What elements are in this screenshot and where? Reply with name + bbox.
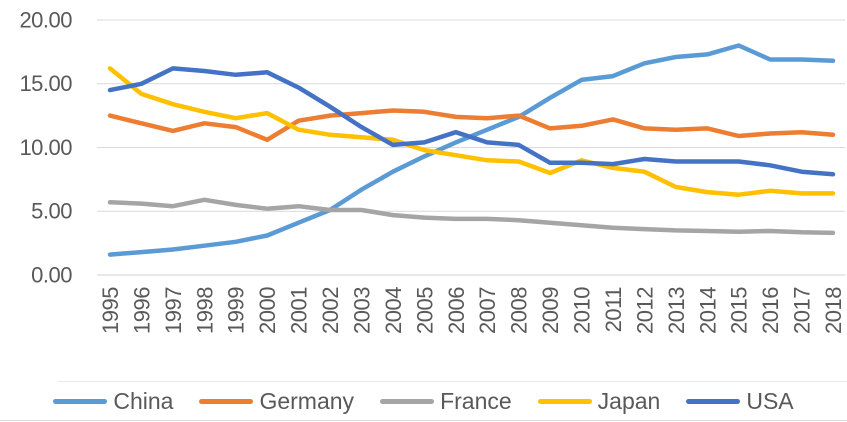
x-tick-label: 2000 (255, 287, 280, 334)
series-line-china[interactable] (107, 43, 836, 257)
legend-item-germany[interactable]: Germany (199, 390, 354, 413)
legend-label: France (440, 388, 512, 414)
legend-swatch-usa (686, 399, 741, 404)
legend-label: China (113, 388, 174, 414)
x-tick-label: 2014 (695, 287, 720, 334)
x-tick-label: 1997 (161, 287, 186, 334)
x-tick-label: 2013 (664, 287, 689, 334)
x-tick-label: 1998 (192, 287, 217, 334)
x-tick-label: 2003 (349, 287, 374, 334)
legend-label: Japan (597, 388, 661, 414)
legend-item-china[interactable]: China (53, 390, 173, 413)
x-tick-label: 1996 (129, 287, 154, 334)
x-tick-label: 2018 (821, 287, 846, 334)
x-tick-label: 2005 (412, 287, 437, 334)
x-tick-label: 2009 (538, 287, 563, 334)
series-line-japan[interactable] (107, 66, 836, 197)
x-tick-label: 2004 (381, 287, 406, 334)
legend-item-usa[interactable]: USA (686, 388, 794, 414)
series-line-france[interactable] (107, 197, 836, 236)
x-tick-label: 2017 (790, 287, 815, 334)
y-tick-label: 5.00 (31, 199, 72, 224)
x-tick-label: 1999 (224, 287, 249, 334)
legend-swatch-germany (199, 399, 254, 404)
legend-item-japan[interactable]: Japan (537, 388, 661, 414)
y-tick-label: 0.00 (31, 262, 72, 287)
legend-item-france[interactable]: France (380, 390, 512, 413)
x-tick-label: 2006 (444, 287, 469, 334)
legend-swatch-japan (537, 399, 592, 404)
x-tick-label: 2002 (318, 287, 343, 334)
x-tick-label: 2010 (570, 287, 595, 334)
legend: China Germany France Japan USA (0, 390, 847, 413)
y-tick-label: 15.00 (19, 71, 72, 96)
series-line-germany[interactable] (107, 108, 836, 143)
x-tick-label: 2007 (475, 287, 500, 334)
legend-swatch-china (53, 399, 108, 404)
legend-swatch-france (380, 399, 435, 404)
legend-label: USA (746, 388, 794, 414)
legend-label: Germany (259, 388, 355, 414)
x-tick-label: 2008 (507, 287, 532, 334)
x-tick-label: 2016 (758, 287, 783, 334)
x-tick-label: 2001 (287, 287, 312, 334)
y-tick-label: 10.00 (19, 135, 72, 160)
y-tick-label: 20.00 (19, 7, 72, 32)
x-tick-label: 2015 (727, 287, 752, 334)
x-tick-label: 2011 (601, 287, 626, 333)
x-tick-label: 1995 (98, 287, 123, 334)
series-line-usa[interactable] (107, 66, 836, 177)
x-tick-label: 2012 (632, 287, 657, 334)
